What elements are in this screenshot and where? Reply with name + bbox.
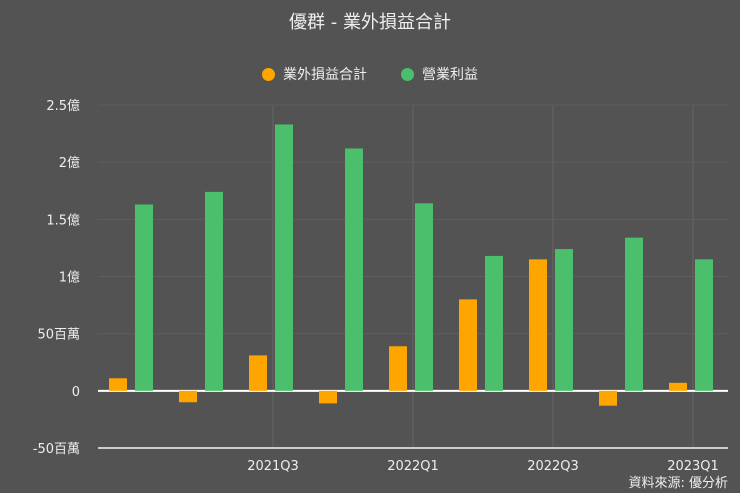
legend-dot-icon — [262, 67, 275, 81]
bar-opincome — [555, 249, 573, 391]
legend-label: 業外損益合計 — [283, 67, 367, 83]
y-tick-label: 1.5億 — [46, 212, 80, 228]
source-note: 資料來源: 優分析 — [628, 476, 728, 491]
x-tick-label: 2021Q3 — [247, 459, 299, 474]
y-tick-label: -50百萬 — [33, 442, 80, 457]
bar-opincome — [415, 203, 433, 391]
legend: 業外損益合計 營業利益 — [0, 64, 740, 84]
bar-nonop — [599, 390, 617, 406]
y-tick-label: 2.5億 — [46, 98, 80, 114]
bar-opincome — [345, 148, 363, 391]
x-tick-label: 2022Q1 — [387, 459, 439, 474]
legend-item-nonop[interactable]: 業外損益合計 — [262, 64, 367, 84]
y-tick-label: 0 — [72, 385, 80, 400]
legend-dot-icon — [401, 67, 414, 81]
y-tick-label: 1億 — [59, 270, 80, 286]
bar-nonop — [319, 390, 337, 404]
bar-opincome — [695, 259, 713, 391]
bar-nonop — [459, 299, 477, 391]
legend-label: 營業利益 — [422, 67, 478, 83]
chart-title: 優群 - 業外損益合計 — [289, 12, 451, 33]
bar-opincome — [205, 191, 223, 391]
bar-nonop — [249, 355, 267, 391]
bar-nonop — [529, 259, 547, 391]
legend-item-opincome[interactable]: 營業利益 — [401, 64, 478, 84]
y-tick-label: 50百萬 — [37, 328, 80, 343]
bar-nonop — [179, 390, 197, 403]
y-tick-label: 2億 — [59, 155, 80, 171]
bar-nonop — [669, 382, 687, 391]
x-tick-label: 2023Q1 — [667, 459, 719, 474]
bar-opincome — [135, 204, 153, 391]
bar-nonop — [109, 378, 127, 391]
bar-opincome — [625, 237, 643, 391]
bar-nonop — [389, 346, 407, 391]
bar-opincome — [275, 124, 293, 391]
x-tick-label: 2022Q3 — [527, 459, 579, 474]
bar-opincome — [485, 255, 503, 391]
